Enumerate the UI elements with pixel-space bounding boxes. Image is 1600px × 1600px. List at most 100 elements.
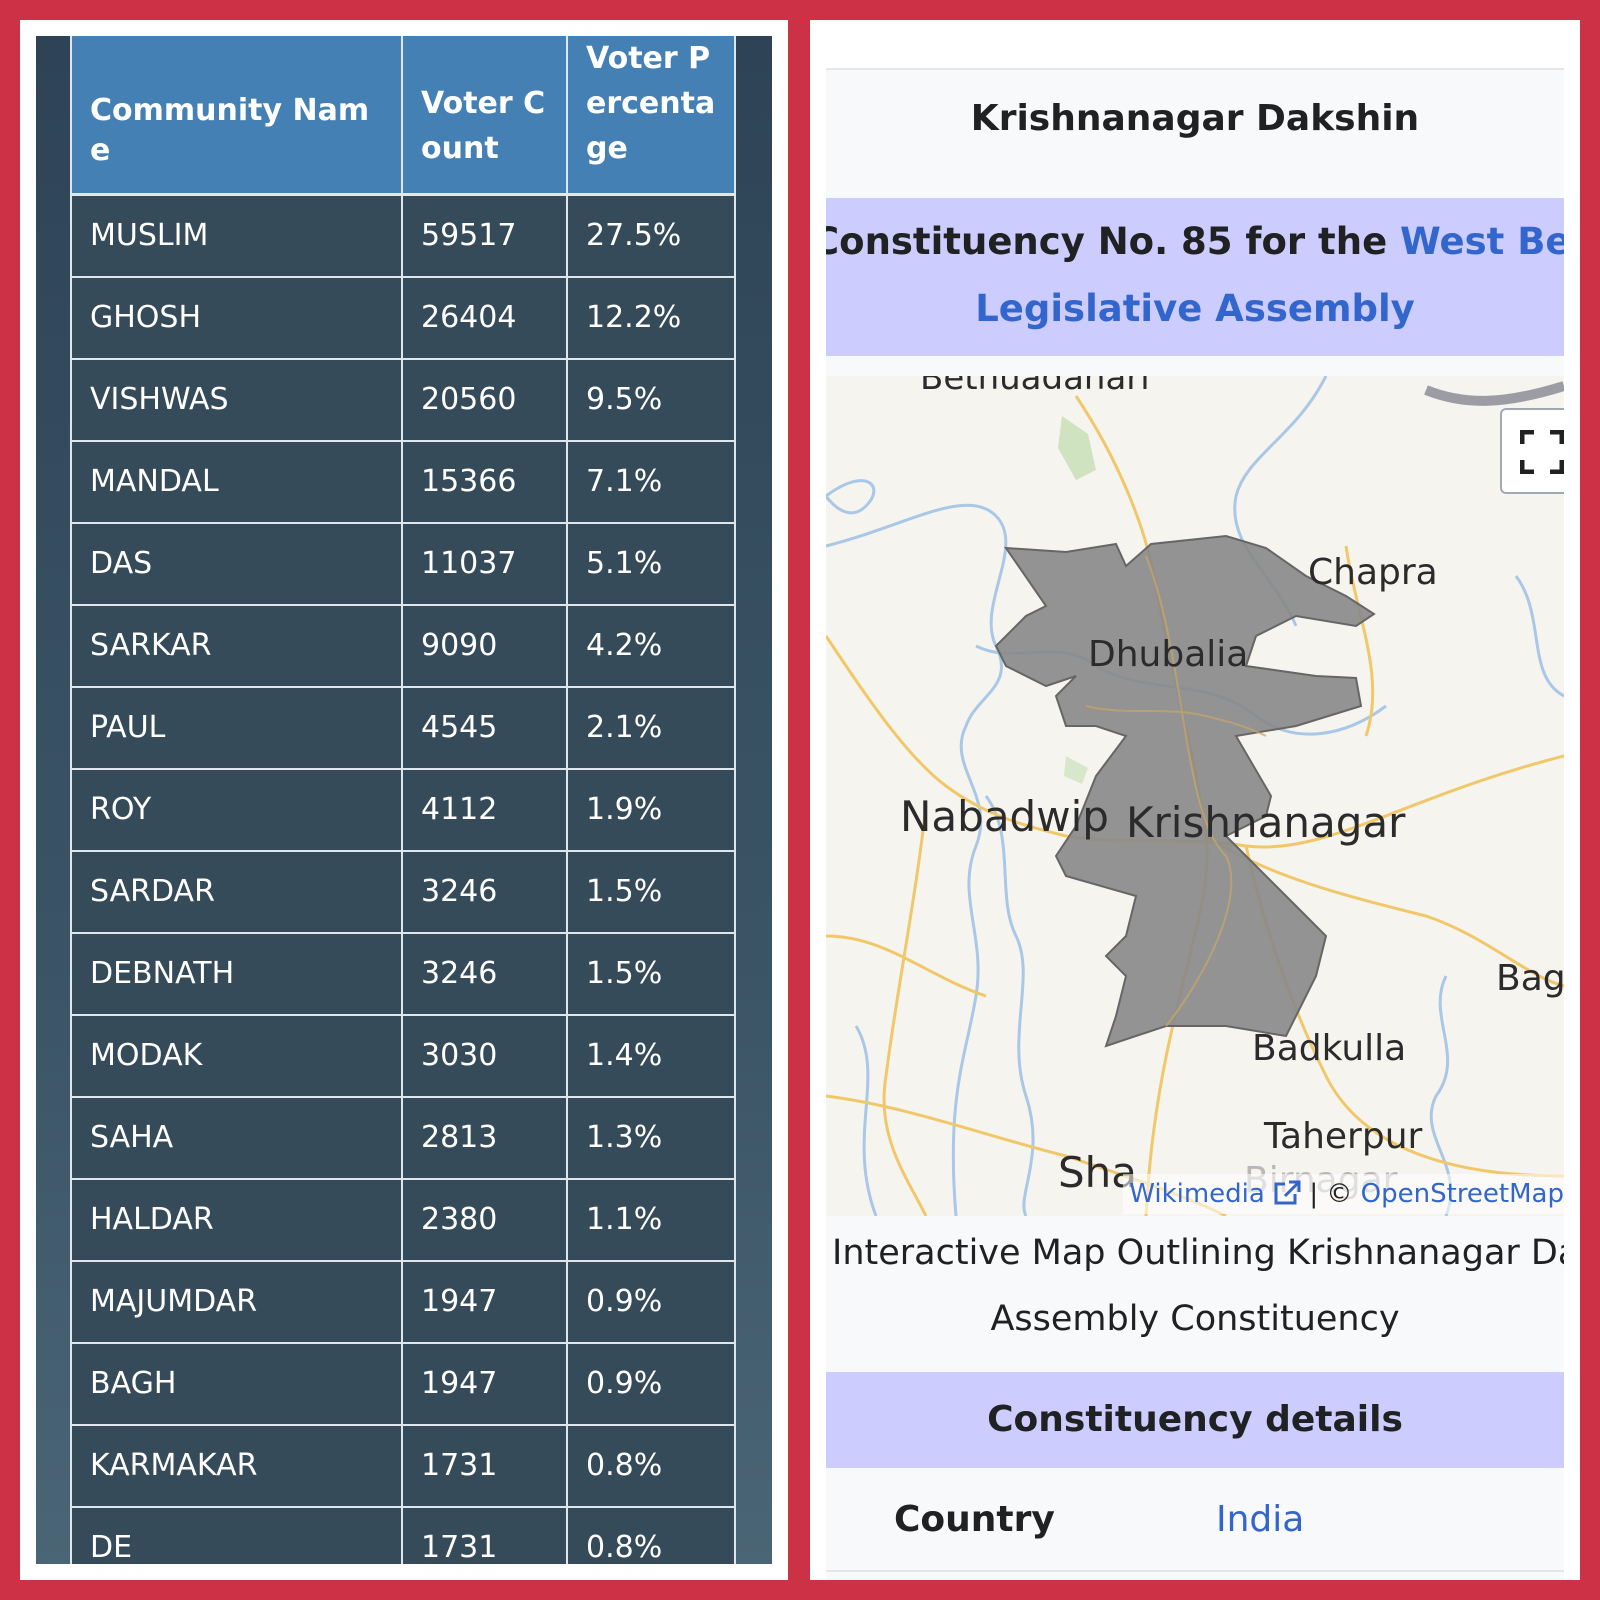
- voter-count-cell: 4112: [401, 767, 568, 852]
- map-road-overlay: [1085, 705, 1267, 737]
- community-name-cell: MANDAL: [70, 439, 403, 524]
- voter-percentage-cell: 0.9%: [566, 1259, 736, 1344]
- community-name-cell: ROY: [70, 767, 403, 852]
- attribution-separator: | ©: [1309, 1179, 1353, 1209]
- infobox-title: Krishnanagar Dakshin: [970, 98, 1420, 139]
- voter-count-cell: 1947: [401, 1259, 568, 1344]
- table-row: GHOSH 26404 12.2%: [70, 275, 736, 360]
- community-voter-table: Community Name Voter Count Voter Percent…: [70, 36, 736, 1564]
- voter-count-cell: 59517: [401, 193, 568, 278]
- community-name-cell: SARKAR: [70, 603, 403, 688]
- community-name-cell: BAGH: [70, 1341, 403, 1426]
- left-panel: Community Name Voter Count Voter Percent…: [20, 20, 788, 1580]
- openstreetmap-link[interactable]: OpenStreetMap: [1360, 1179, 1564, 1209]
- table-row: PAUL 4545 2.1%: [70, 685, 736, 770]
- map-road: [1344, 545, 1375, 737]
- table-header-row: Community Name Voter Count Voter Percent…: [70, 36, 736, 196]
- column-header-voter-count[interactable]: Voter Count: [401, 36, 568, 196]
- table-row: MAJUMDAR 1947 0.9%: [70, 1259, 736, 1344]
- map-river: [1514, 575, 1564, 698]
- community-name-cell: DEBNATH: [70, 931, 403, 1016]
- table-row: MUSLIM 59517 27.5%: [70, 193, 736, 278]
- voter-count-cell: 2813: [401, 1095, 568, 1180]
- map-river: [826, 479, 876, 515]
- constituency-details-header: Constituency details: [826, 1372, 1564, 1468]
- voter-count-cell: 15366: [401, 439, 568, 524]
- voter-percentage-cell: 9.5%: [566, 357, 736, 442]
- voter-count-cell: 3030: [401, 1013, 568, 1098]
- map-park-area: [1064, 756, 1088, 784]
- external-link-icon: [1274, 1180, 1301, 1205]
- map-road: [882, 805, 928, 1216]
- wikimedia-link[interactable]: Wikimedia: [1129, 1179, 1265, 1209]
- community-name-cell: PAUL: [70, 685, 403, 770]
- map-caption-line2: Assembly Constituency: [990, 1299, 1400, 1339]
- table-row: SARDAR 3246 1.5%: [70, 849, 736, 934]
- map-label-badkulla: Badkulla: [1252, 1028, 1407, 1069]
- table-row: DE 1731 0.8%: [70, 1505, 736, 1564]
- country-label: Country: [894, 1499, 1055, 1540]
- west-bengal-link[interactable]: West Bengal: [1400, 220, 1564, 263]
- map-river: [826, 503, 1008, 1216]
- fullscreen-button[interactable]: [1500, 408, 1564, 494]
- voter-percentage-cell: 1.1%: [566, 1177, 736, 1262]
- row-divider: [826, 1570, 1564, 1572]
- map-road-overlay: [1145, 555, 1233, 1027]
- map-label-krishnanagar: Krishnanagar: [1126, 798, 1406, 847]
- infobox: Krishnanagar Dakshin Constituency No. 85…: [826, 68, 1564, 1580]
- column-header-voter-percentage[interactable]: Voter Percentage: [566, 36, 736, 196]
- voter-percentage-cell: 0.9%: [566, 1341, 736, 1426]
- map-road: [826, 934, 987, 998]
- voter-percentage-cell: 5.1%: [566, 521, 736, 606]
- map-river: [984, 795, 1035, 1216]
- map-label-bag: Bag: [1496, 958, 1564, 999]
- voter-percentage-cell: 4.2%: [566, 603, 736, 688]
- map-label-dhubalia: Dhubalia: [1088, 634, 1249, 675]
- table-row: HALDAR 2380 1.1%: [70, 1177, 736, 1262]
- table-row: KARMAKAR 1731 0.8%: [70, 1423, 736, 1508]
- community-name-cell: DE: [70, 1505, 403, 1564]
- community-name-cell: MAJUMDAR: [70, 1259, 403, 1344]
- community-name-cell: GHOSH: [70, 275, 403, 360]
- map-river: [854, 1025, 878, 1216]
- map-label-bethuadahari: Bethuadahari: [920, 376, 1150, 398]
- table-row: SARKAR 9090 4.2%: [70, 603, 736, 688]
- voter-count-cell: 1731: [401, 1505, 568, 1564]
- voter-count-cell: 1731: [401, 1423, 568, 1508]
- map-caption-line1: Interactive Map Outlining Krishnanagar D…: [832, 1233, 1564, 1273]
- voter-percentage-cell: 12.2%: [566, 275, 736, 360]
- voter-percentage-cell: 27.5%: [566, 193, 736, 278]
- table-row: DEBNATH 3246 1.5%: [70, 931, 736, 1016]
- community-name-cell: MUSLIM: [70, 193, 403, 278]
- map-road: [1205, 834, 1564, 988]
- map-route: [1424, 381, 1564, 406]
- constituency-outline: [994, 534, 1376, 1048]
- legislative-assembly-link[interactable]: Legislative Assembly: [975, 287, 1415, 330]
- voter-count-cell: 20560: [401, 357, 568, 442]
- table-row: VISHWAS 20560 9.5%: [70, 357, 736, 442]
- voter-count-cell: 26404: [401, 275, 568, 360]
- country-link[interactable]: India: [1216, 1499, 1305, 1540]
- voter-percentage-cell: 0.8%: [566, 1505, 736, 1564]
- column-header-community-name[interactable]: Community Name: [70, 36, 403, 196]
- community-name-cell: SAHA: [70, 1095, 403, 1180]
- community-name-cell: DAS: [70, 521, 403, 606]
- map-caption: Interactive Map Outlining Krishnanagar D…: [826, 1220, 1564, 1352]
- interactive-map[interactable]: Bethuadahari Chapra Dhubalia Nabadwip Kr…: [826, 376, 1564, 1216]
- map-label-nabadwip: Nabadwip: [900, 792, 1109, 841]
- right-panel: Krishnanagar Dakshin Constituency No. 85…: [810, 20, 1580, 1580]
- voter-count-cell: 4545: [401, 685, 568, 770]
- table-row: MANDAL 15366 7.1%: [70, 439, 736, 524]
- table-container: Community Name Voter Count Voter Percent…: [36, 36, 772, 1564]
- table-row: DAS 11037 5.1%: [70, 521, 736, 606]
- voter-percentage-cell: 2.1%: [566, 685, 736, 770]
- map-park-area: [1058, 416, 1096, 480]
- map-label-taherpur: Taherpur: [1264, 1116, 1423, 1157]
- community-name-cell: SARDAR: [70, 849, 403, 934]
- community-name-cell: HALDAR: [70, 1177, 403, 1262]
- map-attribution: Wikimedia | © OpenStreetMap: [1123, 1174, 1564, 1214]
- voter-percentage-cell: 0.8%: [566, 1423, 736, 1508]
- voter-count-cell: 11037: [401, 521, 568, 606]
- subheader-text: Constituency No. 85 for the: [826, 220, 1401, 263]
- voter-percentage-cell: 1.3%: [566, 1095, 736, 1180]
